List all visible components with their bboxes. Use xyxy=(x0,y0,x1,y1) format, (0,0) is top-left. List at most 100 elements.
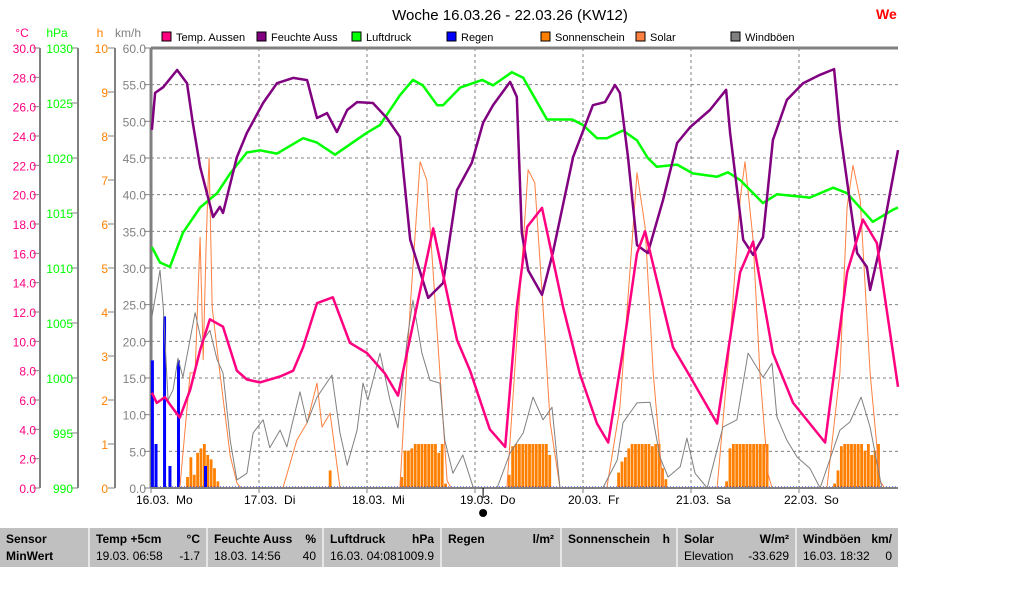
series-rain xyxy=(150,316,898,488)
sunshine-bar xyxy=(444,483,447,488)
stats-unit: °C xyxy=(186,532,200,546)
sunshine-tick-label: 0 xyxy=(101,482,108,496)
temp-tick-label: 22.0 xyxy=(13,159,37,173)
sunshine-bar xyxy=(413,444,417,488)
sunshine-tick-label: 6 xyxy=(101,218,108,232)
stats-column: Sensor MinWert xyxy=(0,528,88,567)
sunshine-bar xyxy=(507,474,511,488)
sunshine-bar xyxy=(863,450,867,488)
sunshine-bar xyxy=(544,444,548,488)
sunshine-bar xyxy=(873,450,877,488)
sunshine-bar xyxy=(856,444,860,488)
sunshine-tick-label: 4 xyxy=(101,306,108,320)
sunshine-bar xyxy=(843,444,847,488)
stats-min-value: 40 xyxy=(302,549,316,563)
legend-label-temp: Temp. Aussen xyxy=(176,32,245,44)
sunshine-bar xyxy=(762,444,766,488)
sunshine-bar xyxy=(617,472,620,488)
sunshine-bar xyxy=(833,483,836,488)
sunshine-bar xyxy=(189,457,193,488)
series-wind xyxy=(151,269,899,489)
pressure-tick-label: 1000 xyxy=(46,372,73,386)
sunshine-bar xyxy=(417,444,420,488)
sunshine-bar xyxy=(517,444,521,488)
stats-min-time: 16.03. 04:08 xyxy=(330,549,397,563)
pressure-tick-label: 1020 xyxy=(46,152,73,166)
wind-axis-unit: km/h xyxy=(115,26,141,40)
sunshine-bar xyxy=(640,444,644,488)
sunshine-bar xyxy=(538,444,542,488)
sunshine-bar xyxy=(650,446,654,488)
stats-min-time: 19.03. 06:58 xyxy=(96,549,163,563)
temp-axis-unit: °C xyxy=(15,26,29,40)
sunshine-bar xyxy=(514,444,518,488)
temp-tick-label: 6.0 xyxy=(19,394,36,408)
wind-tick-label: 40.0 xyxy=(123,189,147,203)
x-tick-label: 21.03. Sa xyxy=(676,493,731,507)
sunshine-bar xyxy=(731,444,735,488)
sunshine-bar xyxy=(524,444,528,488)
sunshine-bar xyxy=(528,444,531,488)
temp-tick-label: 28.0 xyxy=(13,71,37,85)
sunshine-bar xyxy=(866,444,870,488)
legend-swatch-rain xyxy=(446,31,457,42)
sunshine-bar xyxy=(186,477,189,488)
sunshine-bar xyxy=(839,446,843,488)
pressure-tick-label: 1025 xyxy=(46,97,73,111)
legend-swatch-temp xyxy=(161,31,172,42)
sunshine-bar xyxy=(630,444,634,488)
sunshine-bar xyxy=(836,470,840,488)
sunshine-bar xyxy=(434,444,437,488)
stats-min-time: 16.03. 18:32 xyxy=(803,549,870,563)
pressure-tick-label: 995 xyxy=(53,427,73,441)
stats-min-time: MinWert xyxy=(6,549,54,563)
sunshine-tick-label: 7 xyxy=(101,174,108,188)
sunshine-bar xyxy=(192,474,196,488)
sunshine-bar xyxy=(860,444,863,488)
sunshine-bar xyxy=(403,450,407,488)
sunshine-tick-label: 1 xyxy=(101,438,108,452)
stats-unit: h xyxy=(662,532,670,546)
wind-tick-label: 35.0 xyxy=(123,225,147,239)
temp-tick-label: 8.0 xyxy=(19,365,36,379)
x-tick-label: 20.03. Fr xyxy=(568,493,619,507)
stats-unit: l/m² xyxy=(532,532,554,546)
rain-bar xyxy=(163,316,167,488)
sunshine-bar xyxy=(209,459,213,488)
stats-sensor-name: Temp +5cm xyxy=(96,532,162,546)
temp-tick-label: 12.0 xyxy=(13,306,37,320)
sunshine-bar xyxy=(738,444,742,488)
x-tick-label: 18.03. Mi xyxy=(352,493,405,507)
rain-bar xyxy=(168,466,172,488)
sunshine-tick-label: 2 xyxy=(101,394,108,408)
sunshine-bar xyxy=(206,455,210,488)
legend-swatch-humidity xyxy=(256,31,267,42)
sunshine-bar xyxy=(627,448,631,488)
series-humidity xyxy=(150,67,900,300)
temp-tick-label: 26.0 xyxy=(13,101,37,115)
rain-bar xyxy=(154,444,158,488)
sunshine-bar xyxy=(758,444,762,488)
stats-column: Luftdruck hPa 16.03. 04:08 1009.9 xyxy=(322,528,440,567)
sunshine-bar xyxy=(870,455,874,488)
wind-tick-label: 10.0 xyxy=(123,409,147,423)
legend-swatch-pressure xyxy=(351,31,362,42)
sunshine-bar xyxy=(620,461,624,488)
legend-label-pressure: Luftdruck xyxy=(366,32,412,44)
temp-tick-label: 2.0 xyxy=(19,453,36,467)
wind-tick-label: 25.0 xyxy=(123,299,147,313)
sunshine-tick-label: 3 xyxy=(101,350,108,364)
stats-min-value: -33.629 xyxy=(748,549,789,563)
stats-min-time: 18.03. 14:56 xyxy=(214,549,281,563)
sunshine-tick-label: 5 xyxy=(101,262,108,276)
sunshine-bar xyxy=(748,444,752,488)
sunshine-bar xyxy=(420,444,424,488)
stats-min-value: 0 xyxy=(885,549,892,563)
sunshine-bar xyxy=(521,444,525,488)
stats-min-time: Elevation xyxy=(684,549,734,563)
temp-tick-label: 20.0 xyxy=(13,189,37,203)
wind-tick-label: 20.0 xyxy=(123,335,147,349)
legend-swatch-solar xyxy=(635,31,646,42)
sunshine-bar xyxy=(534,444,538,488)
sunshine-bar xyxy=(742,444,745,488)
